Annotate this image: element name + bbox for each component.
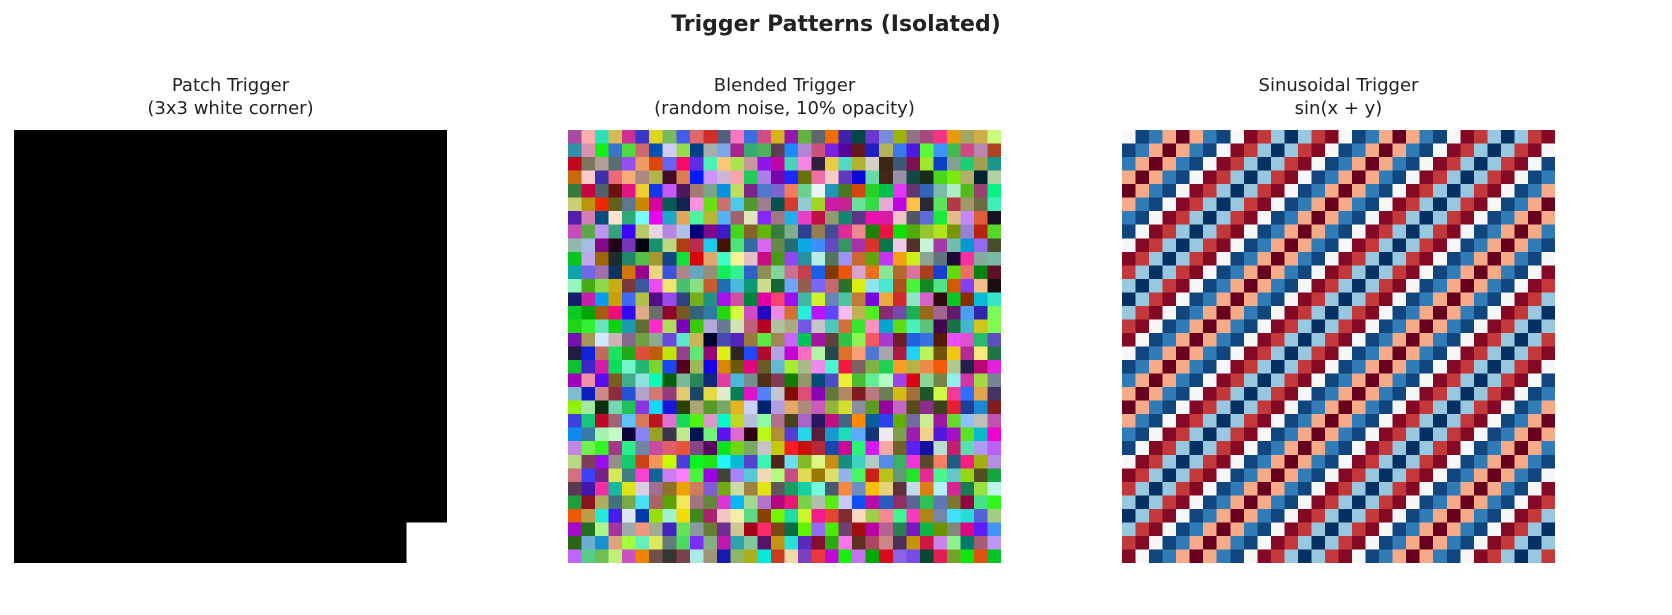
sinusoidal-trigger-image bbox=[1122, 130, 1555, 563]
figure-title: Trigger Patterns (Isolated) bbox=[671, 12, 1001, 37]
patch-trigger-image bbox=[14, 130, 447, 563]
panel-subtitle: sin(x + y) bbox=[1294, 98, 1383, 119]
patch-trigger-panel: Patch Trigger (3x3 white corner) bbox=[14, 74, 447, 563]
panel-subtitle: (3x3 white corner) bbox=[147, 98, 314, 119]
blended-trigger-image bbox=[568, 130, 1001, 563]
sinusoidal-trigger-panel: Sinusoidal Trigger sin(x + y) bbox=[1122, 74, 1555, 563]
panel-title: Blended Trigger bbox=[713, 75, 856, 96]
blended-trigger-title: Blended Trigger (random noise, 10% opaci… bbox=[468, 74, 1101, 122]
blended-trigger-panel: Blended Trigger (random noise, 10% opaci… bbox=[568, 74, 1001, 563]
panel-title: Patch Trigger bbox=[171, 75, 290, 96]
panel-title: Sinusoidal Trigger bbox=[1258, 75, 1419, 96]
patch-trigger-title: Patch Trigger (3x3 white corner) bbox=[0, 74, 547, 122]
sinusoidal-trigger-title: Sinusoidal Trigger sin(x + y) bbox=[1022, 74, 1655, 122]
panel-subtitle: (random noise, 10% opacity) bbox=[654, 98, 915, 119]
